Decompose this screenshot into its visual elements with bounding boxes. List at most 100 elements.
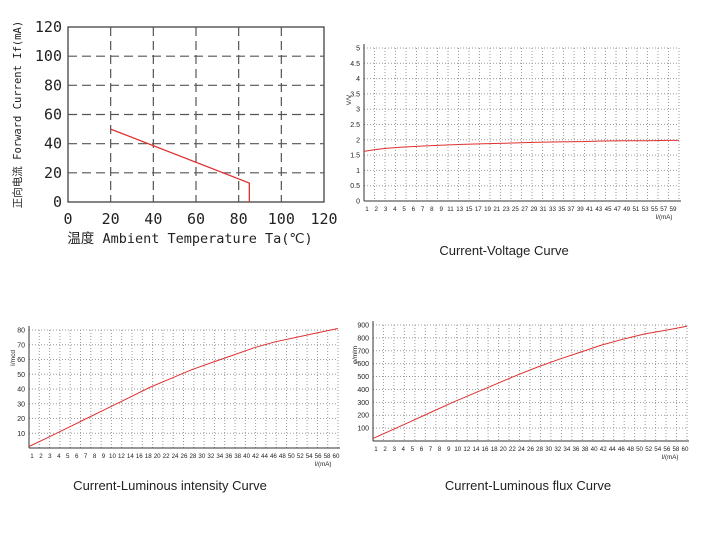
luminous_intensity-x-tick: 26 <box>181 453 188 460</box>
luminous_flux-x-tick: 44 <box>609 446 616 453</box>
luminous_flux-x-tick: 1 <box>374 446 378 453</box>
derating-y-tick: 0 <box>53 193 62 211</box>
iv-x-tick: 51 <box>632 206 639 213</box>
iv-x-tick: 57 <box>660 206 667 213</box>
luminous_intensity-y-tick: 20 <box>17 416 25 423</box>
derating-x-tick: 60 <box>187 210 205 228</box>
luminous_intensity-y-tick: 70 <box>17 342 25 349</box>
luminous_flux-x-tick: 58 <box>672 446 679 453</box>
luminous_flux-x-tick: 32 <box>554 446 561 453</box>
luminous_intensity-x-tick: 44 <box>261 453 268 460</box>
luminous_intensity-x-tick: 46 <box>270 453 277 460</box>
iv-x-tick: 39 <box>577 206 584 213</box>
luminous_intensity-y-tick: 60 <box>17 357 25 364</box>
derating-y-tick: 80 <box>44 76 62 94</box>
luminous_flux-x-tick: 22 <box>509 446 516 453</box>
iv-x-tick: 1 <box>365 206 369 213</box>
luminous_intensity-x-tick: 18 <box>145 453 152 460</box>
luminous_intensity-x-tick: 1 <box>30 453 34 460</box>
iv-x-tick: 33 <box>549 206 556 213</box>
luminous_intensity-x-tick: 50 <box>288 453 295 460</box>
iv-x-tick: 13 <box>456 206 463 213</box>
derating-x-tick: 120 <box>310 210 337 228</box>
luminous_intensity-x-tick: 24 <box>172 453 179 460</box>
luminous_flux-y-tick: 300 <box>357 400 369 407</box>
luminous_flux-x-tick: 42 <box>600 446 607 453</box>
iv-y-axis-label: V/V <box>346 94 353 105</box>
luminous_intensity-x-tick: 16 <box>136 453 143 460</box>
luminous_intensity-x-tick: 34 <box>216 453 223 460</box>
iv-x-tick: 5 <box>402 206 406 213</box>
luminous_intensity-x-tick: 38 <box>234 453 241 460</box>
iv-x-tick: 19 <box>484 206 491 213</box>
iv-x-tick: 4 <box>393 206 397 213</box>
luminous_flux-x-tick: 40 <box>591 446 598 453</box>
luminous_intensity-x-tick: 10 <box>109 453 116 460</box>
derating-x-tick: 80 <box>230 210 248 228</box>
luminous_intensity-x-tick: 30 <box>198 453 205 460</box>
iv-x-tick: 49 <box>623 206 630 213</box>
luminous_intensity-x-axis-label: I/(mA) <box>315 461 332 468</box>
iv-x-tick: 55 <box>651 206 658 213</box>
luminous_intensity-curve <box>28 328 339 447</box>
luminous_flux-x-tick: 24 <box>518 446 525 453</box>
iv-x-tick: 41 <box>586 206 593 213</box>
intensity-chart-title: Current-Luminous intensity Curve <box>73 478 267 493</box>
luminous_intensity-x-tick: 12 <box>118 453 125 460</box>
iv-y-tick: 2 <box>356 137 360 144</box>
derating-x-tick: 100 <box>268 210 295 228</box>
luminous_flux-x-tick: 48 <box>627 446 634 453</box>
iv-x-tick: 2 <box>375 206 379 213</box>
luminous_flux-x-tick: 3 <box>392 446 396 453</box>
luminous_flux-y-tick: 600 <box>357 361 369 368</box>
luminous_flux-y-tick: 800 <box>357 335 369 342</box>
luminous_intensity-x-tick: 6 <box>75 453 79 460</box>
luminous_intensity-x-tick: 4 <box>57 453 61 460</box>
iv-x-tick: 8 <box>430 206 434 213</box>
derating-x-axis-label: 温度 Ambient Temperature Ta(℃) <box>67 231 312 247</box>
luminous_flux-x-tick: 18 <box>491 446 498 453</box>
luminous_flux-x-tick: 9 <box>447 446 451 453</box>
iv-y-tick: 1 <box>356 168 360 175</box>
luminous_flux-y-axis-label: φ/mlm <box>352 346 359 364</box>
derating-x-tick: 0 <box>63 210 72 228</box>
luminous_flux-x-tick: 52 <box>645 446 652 453</box>
luminous_flux-x-tick: 20 <box>500 446 507 453</box>
luminous_intensity-x-tick: 8 <box>93 453 97 460</box>
iv-x-tick: 6 <box>412 206 416 213</box>
luminous_intensity-x-tick: 40 <box>243 453 250 460</box>
iv-y-tick: 0.5 <box>350 183 360 190</box>
luminous_intensity-x-tick: 14 <box>127 453 134 460</box>
luminous_flux-y-tick: 500 <box>357 374 369 381</box>
iv-y-tick: 0 <box>356 199 360 206</box>
luminous_flux-curve <box>372 325 688 439</box>
iv-x-tick: 59 <box>670 206 677 213</box>
luminous_flux-x-tick: 6 <box>420 446 424 453</box>
luminous_intensity-y-tick: 40 <box>17 387 25 394</box>
luminous_intensity-y-tick: 50 <box>17 372 25 379</box>
iv-y-tick: 5 <box>356 46 360 53</box>
luminous_flux-y-tick: 700 <box>357 348 369 355</box>
luminous_flux-x-tick: 8 <box>438 446 442 453</box>
luminous_intensity-x-tick: 20 <box>154 453 161 460</box>
iv-curve <box>363 139 679 152</box>
luminous_flux-x-tick: 34 <box>563 446 570 453</box>
luminous_intensity-y-tick: 10 <box>17 431 25 438</box>
luminous_flux-x-tick: 46 <box>618 446 625 453</box>
luminous_intensity-x-tick: 42 <box>252 453 259 460</box>
iv-y-tick: 4.5 <box>350 61 360 68</box>
iv-chart-title: Current-Voltage Curve <box>439 243 569 258</box>
iv-x-tick: 21 <box>493 206 500 213</box>
flux-chart-title: Current-Luminous flux Curve <box>444 478 612 493</box>
luminous_flux-x-tick: 7 <box>429 446 433 453</box>
luminous_intensity-x-tick: 5 <box>66 453 70 460</box>
luminous_flux-x-tick: 54 <box>654 446 661 453</box>
iv-x-tick: 25 <box>512 206 519 213</box>
derating-y-tick: 20 <box>44 164 62 182</box>
luminous_intensity-x-tick: 22 <box>163 453 170 460</box>
luminous_flux-x-tick: 5 <box>411 446 415 453</box>
luminous_flux-x-tick: 16 <box>482 446 489 453</box>
luminous_intensity-x-tick: 52 <box>297 453 304 460</box>
luminous_intensity-x-tick: 54 <box>306 453 313 460</box>
luminous_flux-x-tick: 60 <box>682 446 689 453</box>
